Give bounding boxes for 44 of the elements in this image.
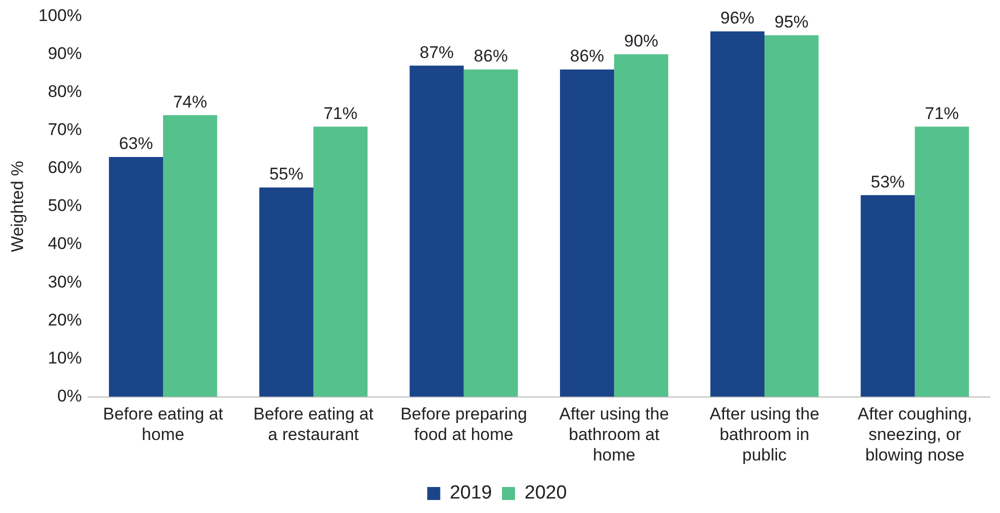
data-label: 96% <box>720 8 754 28</box>
bar <box>313 126 368 397</box>
y-tick-label: 0% <box>57 386 82 406</box>
bar <box>410 66 464 397</box>
y-tick-label: 50% <box>48 196 82 216</box>
bar <box>108 157 164 397</box>
bar <box>710 31 764 397</box>
data-label: 63% <box>118 134 154 154</box>
legend-label: 2019 <box>450 482 492 504</box>
data-label: 71% <box>924 104 959 123</box>
data-label: 87% <box>420 42 454 62</box>
x-tick-label: After using the bathroom at home <box>559 404 669 464</box>
data-label: 55% <box>269 164 304 184</box>
x-tick-label: After coughing, sneezing, or blowing nose <box>858 404 972 464</box>
x-tick-label: Before preparing food at home <box>400 404 528 444</box>
x-tick-label: After using the bathroom in public <box>710 404 820 464</box>
legend-label: 2020 <box>524 482 567 504</box>
bar <box>560 69 614 397</box>
data-label: 86% <box>570 46 604 66</box>
data-label: 53% <box>870 172 905 192</box>
x-tick-label: Before eating at home <box>103 404 224 444</box>
data-label: 86% <box>474 46 508 66</box>
x-tick-label: Before eating at a restaurant <box>253 404 374 444</box>
data-label: 74% <box>173 92 208 112</box>
bar <box>464 69 518 397</box>
y-tick-label: 70% <box>48 120 82 140</box>
data-label: 90% <box>624 31 658 50</box>
bar <box>614 54 668 397</box>
bar <box>163 115 218 397</box>
y-tick-label: 100% <box>38 6 82 25</box>
y-tick-label: 40% <box>48 234 82 254</box>
y-tick-label: 80% <box>48 82 82 102</box>
data-label: 71% <box>323 104 358 123</box>
y-tick-label: 90% <box>48 44 82 63</box>
bar <box>764 35 819 397</box>
bar <box>259 187 314 397</box>
y-tick-label: 60% <box>48 158 82 178</box>
y-tick-label: 10% <box>48 348 82 368</box>
bar <box>860 195 915 397</box>
bar <box>914 126 969 397</box>
y-tick-label: 20% <box>48 310 82 330</box>
y-tick-label: 30% <box>48 272 82 292</box>
data-label: 95% <box>774 12 809 32</box>
y-axis-title: Weighted % <box>8 160 27 252</box>
